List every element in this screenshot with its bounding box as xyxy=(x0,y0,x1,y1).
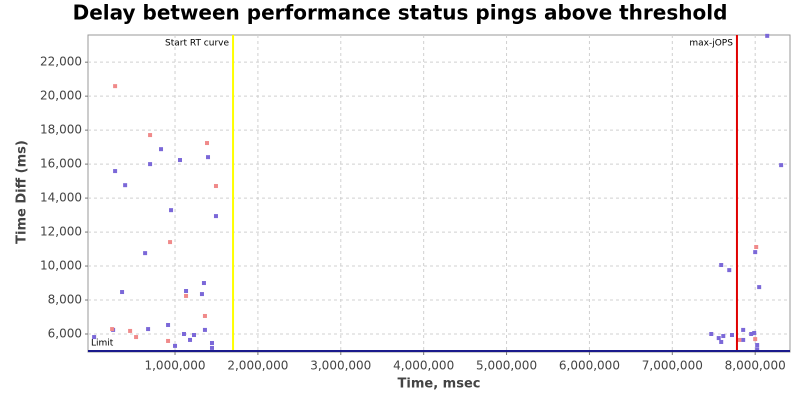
point xyxy=(113,169,118,174)
x-tick-label: 8,000,000 xyxy=(725,359,786,373)
x-tick-label: 4,000,000 xyxy=(393,359,454,373)
point xyxy=(213,214,218,219)
x-tick-label: 5,000,000 xyxy=(476,359,537,373)
point xyxy=(729,333,734,338)
point xyxy=(134,335,139,340)
point xyxy=(209,345,214,350)
point xyxy=(755,343,760,348)
y-tick-label: 8,000 xyxy=(48,293,82,307)
threshold-label: Limit xyxy=(91,338,114,348)
point xyxy=(123,183,128,188)
reference-label: max-jOPS xyxy=(689,39,733,49)
y-tick-label: 10,000 xyxy=(40,259,82,273)
y-tick-label: 20,000 xyxy=(40,89,82,103)
point xyxy=(168,240,173,245)
point xyxy=(148,162,153,167)
point xyxy=(709,331,714,336)
point xyxy=(166,338,171,343)
point xyxy=(213,184,218,189)
point xyxy=(721,334,726,339)
point xyxy=(753,337,758,342)
point xyxy=(184,293,189,298)
x-tick-label: 7,000,000 xyxy=(642,359,703,373)
point xyxy=(719,263,724,268)
point xyxy=(184,289,189,294)
point xyxy=(727,268,732,273)
point xyxy=(737,337,742,342)
point xyxy=(753,250,758,255)
point xyxy=(765,33,770,38)
point xyxy=(205,141,210,146)
point xyxy=(181,331,186,336)
point xyxy=(113,84,118,89)
point xyxy=(159,147,164,152)
y-tick-label: 18,000 xyxy=(40,123,82,137)
point xyxy=(757,285,762,290)
point xyxy=(206,155,211,160)
point xyxy=(202,313,207,318)
point xyxy=(173,343,178,348)
point xyxy=(719,339,724,344)
point xyxy=(128,328,133,333)
point xyxy=(202,327,207,332)
point xyxy=(752,330,757,335)
y-axis-label: Time Diff (ms) xyxy=(15,140,30,244)
point xyxy=(146,327,151,332)
point xyxy=(177,158,182,163)
x-tick-label: 1,000,000 xyxy=(144,359,205,373)
point xyxy=(754,245,759,250)
point xyxy=(749,331,754,336)
y-tick-label: 6,000 xyxy=(48,326,82,340)
x-tick-label: 3,000,000 xyxy=(310,359,371,373)
x-tick-label: 2,000,000 xyxy=(227,359,288,373)
point xyxy=(120,290,125,295)
point xyxy=(169,208,174,213)
point xyxy=(166,322,171,327)
chart-title: Delay between performance status pings a… xyxy=(73,1,728,25)
y-tick-label: 14,000 xyxy=(40,191,82,205)
point xyxy=(716,336,721,341)
point xyxy=(148,133,153,138)
point xyxy=(201,281,206,286)
point xyxy=(192,333,197,338)
point xyxy=(741,337,746,342)
point xyxy=(188,337,193,342)
plot-area xyxy=(87,34,791,353)
reference-label: Start RT curve xyxy=(165,39,229,49)
point xyxy=(92,335,97,340)
point xyxy=(110,327,115,332)
x-tick-label: 6,000,000 xyxy=(559,359,620,373)
y-tick-label: 16,000 xyxy=(40,157,82,171)
point xyxy=(143,251,148,256)
point xyxy=(741,327,746,332)
x-axis-label: Time, msec xyxy=(398,377,481,392)
point xyxy=(209,340,214,345)
point xyxy=(755,347,760,352)
point xyxy=(779,163,784,168)
y-tick-label: 12,000 xyxy=(40,225,82,239)
y-tick-label: 22,000 xyxy=(40,55,82,69)
point xyxy=(199,292,204,297)
